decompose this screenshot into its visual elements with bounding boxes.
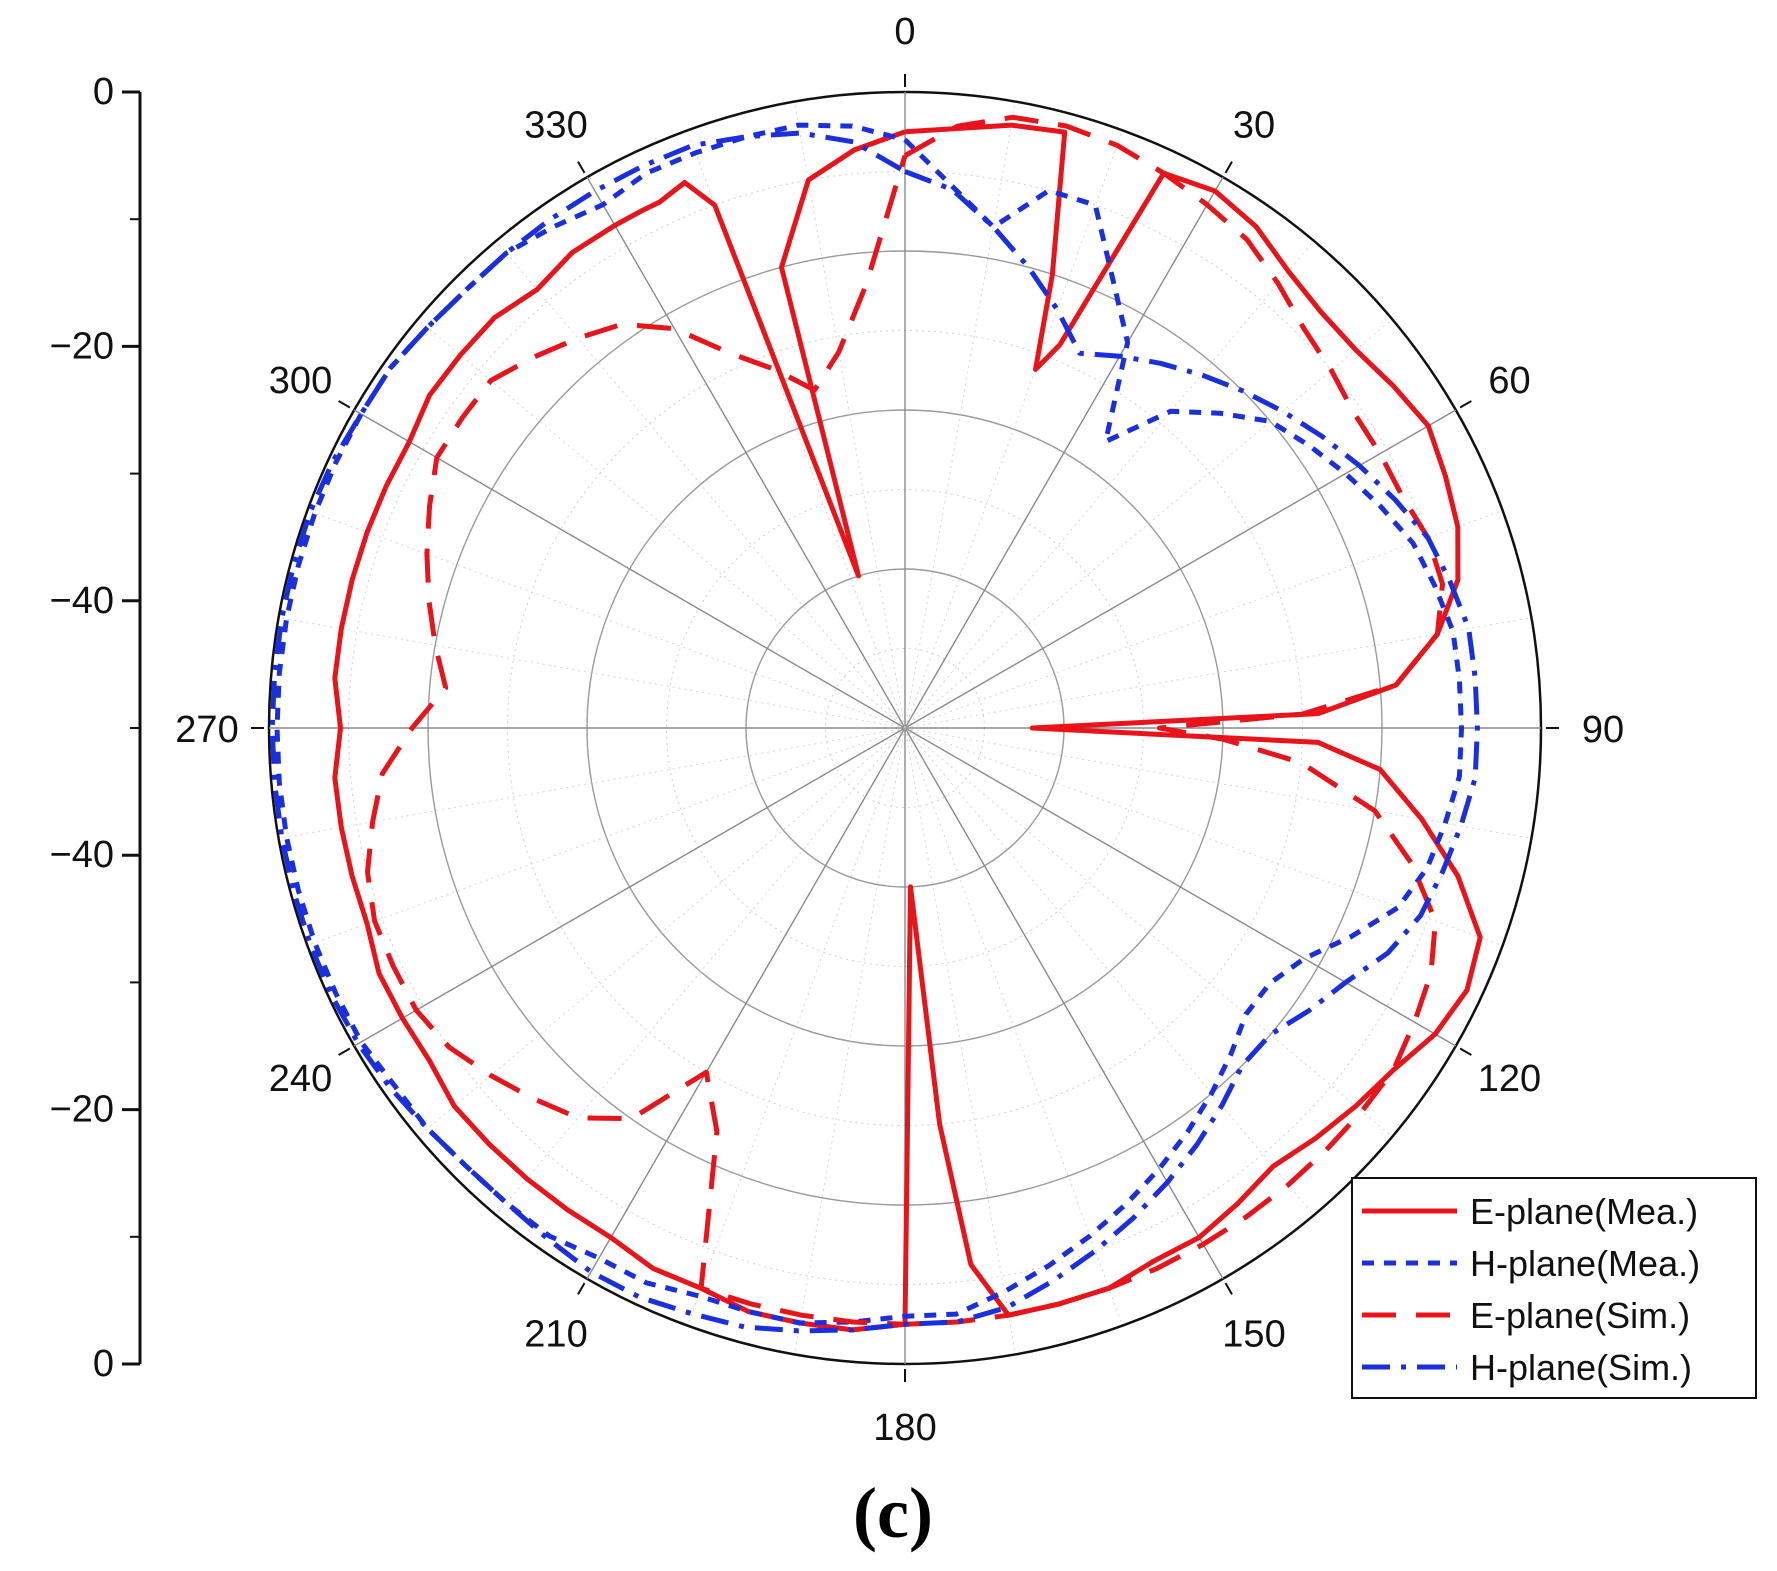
series-line (365, 114, 1445, 1327)
grid-spoke (278, 617, 906, 729)
grid-spoke (904, 727, 1393, 1138)
grid-spoke (904, 101, 1016, 729)
grid-spoke (687, 130, 906, 729)
series-layer (269, 114, 1483, 1334)
radial-axis-label: −20 (50, 1089, 114, 1131)
grid-spoke (904, 727, 1503, 946)
radial-axis-label: −20 (50, 325, 114, 367)
grid-spoke (586, 176, 906, 729)
grid-spoke (904, 727, 1457, 1047)
legend-box (1351, 1177, 1757, 1399)
radial-axis-label: −40 (50, 834, 114, 876)
grid-spoke (904, 318, 1393, 729)
grid-spoke (417, 318, 906, 729)
angle-tick (338, 400, 351, 409)
angle-label: 30 (1233, 105, 1275, 147)
angle-tick (1224, 1282, 1233, 1295)
angle-label: 270 (175, 709, 238, 751)
angle-label: 240 (269, 1058, 332, 1100)
grid-spoke (904, 617, 1532, 729)
series-line (269, 130, 1480, 1334)
grid-spoke (904, 130, 1123, 729)
angle-labels: 0 30 60 90 120 150 180 210 240 270 300 330 (175, 11, 1624, 1449)
legend-label: H-plane(Sim.) (1470, 1347, 1692, 1388)
angle-tick (1224, 161, 1233, 174)
grid-spoke (904, 727, 1123, 1326)
grid-spoke (904, 727, 1532, 839)
legend-label: H-plane(Mea.) (1470, 1243, 1700, 1284)
panel-label: (c) (853, 1473, 933, 1553)
grid-spoke (353, 409, 906, 729)
angle-label: 300 (269, 360, 332, 402)
angle-label: 90 (1582, 709, 1624, 751)
grid-spoke (904, 176, 1224, 729)
grid-spoke (278, 727, 906, 839)
grid-spoke (307, 727, 906, 946)
grid-spoke (687, 727, 906, 1326)
radial-axis-label: −40 (50, 580, 114, 622)
angle-tick (338, 1047, 351, 1056)
angle-label: 150 (1222, 1313, 1285, 1355)
grid-spoke (904, 727, 1315, 1216)
grid-spoke (794, 101, 906, 729)
polar-grid (251, 74, 1559, 1382)
grid-spoke (904, 727, 1016, 1355)
angle-tick (577, 161, 586, 174)
grid-spoke (495, 240, 906, 729)
angle-label: 330 (524, 105, 587, 147)
series-line (332, 122, 1483, 1333)
angle-tick (577, 1282, 586, 1295)
grid-spoke (904, 240, 1315, 729)
grid-spoke (495, 727, 906, 1216)
grid-spoke (353, 727, 906, 1047)
radial-axis-label: 0 (93, 71, 114, 113)
angle-tick (1459, 400, 1472, 409)
grid-spoke (904, 510, 1503, 729)
angle-tick (1459, 1047, 1472, 1056)
radial-axis-label: 0 (93, 1343, 114, 1385)
angle-label: 210 (524, 1313, 587, 1355)
angle-label: 120 (1478, 1058, 1541, 1100)
radial-axis: 0 −20 −40 −40 −20 0 (50, 71, 142, 1385)
grid-spoke (904, 409, 1457, 729)
grid-spoke (586, 727, 906, 1280)
angle-label: 180 (873, 1407, 936, 1449)
angle-label: 60 (1488, 360, 1530, 402)
grid-spoke (904, 727, 1224, 1280)
legend: E-plane(Mea.) H-plane(Mea.) E-plane(Sim.) H… (1351, 1177, 1757, 1399)
legend-label: E-plane(Mea.) (1470, 1191, 1698, 1232)
angle-label: 0 (894, 11, 915, 53)
grid-spoke (307, 510, 906, 729)
grid-spoke (417, 727, 906, 1138)
legend-label: E-plane(Sim.) (1470, 1295, 1690, 1336)
grid-spoke (794, 727, 906, 1355)
